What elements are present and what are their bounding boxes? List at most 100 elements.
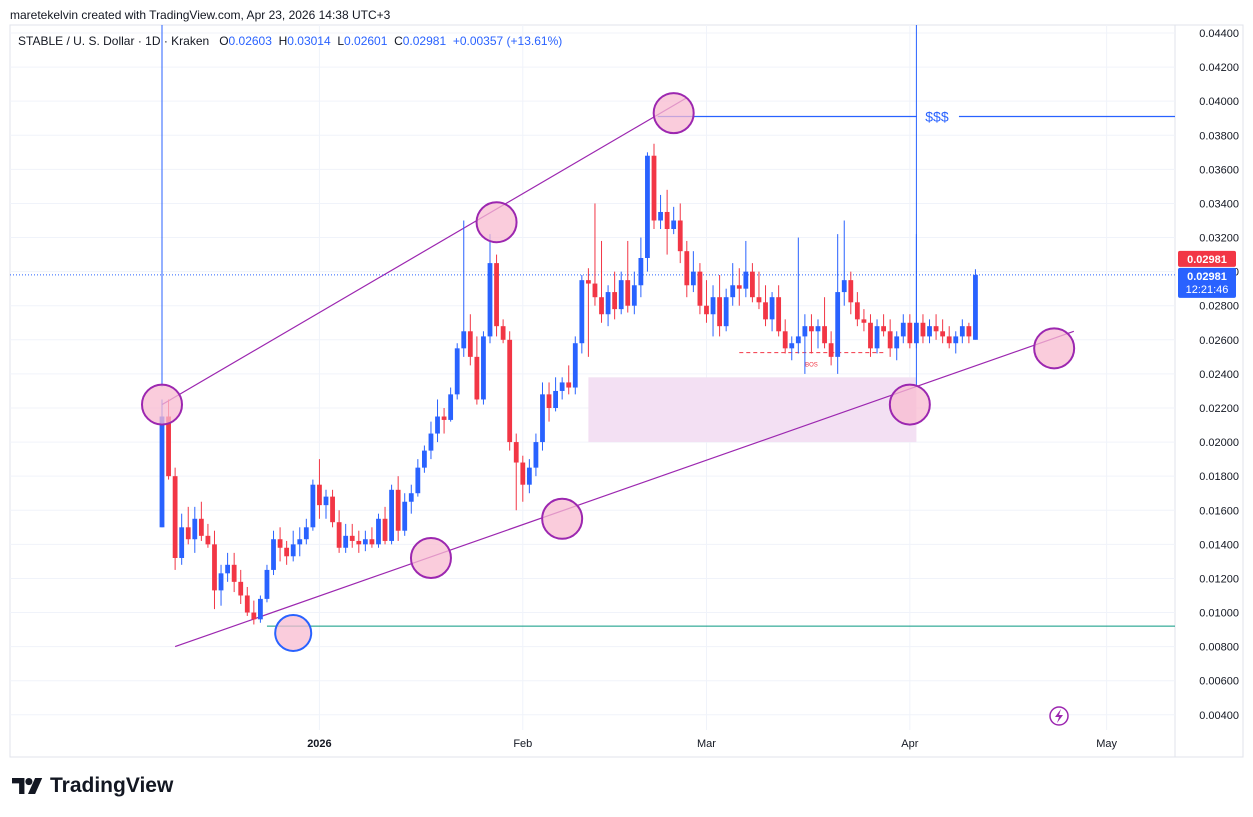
candle-body	[579, 280, 585, 344]
candle	[395, 476, 401, 541]
liquidity-label: $$$	[925, 109, 949, 125]
candle-body	[362, 539, 368, 545]
price-tick-label: 0.03600	[1199, 164, 1239, 176]
price-tick-label: 0.02800	[1199, 301, 1239, 313]
candle-body	[690, 271, 696, 286]
tradingview-logo[interactable]: TradingView	[12, 774, 173, 798]
candle-body	[166, 416, 171, 477]
alert-flash-icon-bolt	[1055, 709, 1063, 723]
price-tick-label: 0.02200	[1199, 403, 1239, 415]
candle	[500, 319, 506, 344]
candle	[277, 527, 283, 562]
candle-body	[959, 326, 965, 337]
candle	[415, 459, 421, 497]
price-tick-label: 0.02400	[1199, 369, 1239, 381]
candle-body	[251, 612, 257, 620]
channel-lower-line	[174, 330, 1075, 648]
candle-body	[467, 331, 473, 357]
candle	[815, 319, 821, 349]
candle-body	[540, 394, 545, 443]
candle-body	[500, 326, 506, 340]
candle-body	[317, 484, 322, 506]
candle-body	[664, 211, 670, 230]
alert-flash-icon[interactable]	[1049, 706, 1069, 726]
candle	[540, 382, 545, 451]
candle	[625, 240, 631, 313]
candle-body	[356, 540, 362, 545]
candle	[271, 530, 276, 576]
candle-body	[218, 573, 224, 591]
candle	[572, 336, 578, 395]
candle-body	[802, 326, 808, 337]
candle	[225, 552, 230, 582]
candle-body	[507, 339, 513, 443]
time-tick-label: May	[1096, 738, 1117, 750]
price-tick-label: 0.01800	[1199, 471, 1239, 483]
candle-body	[238, 581, 244, 596]
candle-body	[336, 522, 342, 548]
price-tick-label: 0.03800	[1199, 130, 1239, 142]
candle-body	[776, 297, 782, 332]
candle	[946, 326, 952, 349]
legend-low-label: L	[337, 34, 345, 48]
candle	[835, 234, 841, 374]
candle	[677, 203, 683, 264]
candle	[684, 240, 690, 298]
candle-body	[382, 518, 388, 541]
candle-body	[730, 285, 736, 298]
candle-body	[533, 442, 539, 468]
candle	[618, 271, 624, 315]
candle-body	[881, 326, 886, 332]
candle-body	[677, 220, 683, 252]
price-tick-label: 0.02600	[1199, 335, 1239, 347]
candle	[290, 530, 296, 562]
candle-body	[920, 322, 926, 337]
candle-body	[395, 489, 401, 531]
candle	[822, 297, 827, 349]
legend-open-value: 0.02603	[228, 34, 272, 48]
candle	[645, 152, 650, 272]
channel-upper-line	[161, 97, 688, 406]
price-tick-label: 0.01600	[1199, 505, 1239, 517]
candle	[743, 240, 749, 298]
touch-point-circle	[409, 536, 452, 579]
candle	[343, 523, 349, 553]
candle-body	[369, 539, 375, 545]
candle-body	[461, 331, 467, 349]
candle-body	[258, 598, 263, 620]
candle-body	[953, 336, 959, 344]
price-tick-label: 0.01000	[1199, 608, 1239, 620]
candle	[231, 552, 237, 593]
touch-point-circle	[274, 613, 313, 652]
candle-body	[717, 297, 722, 327]
candle	[723, 288, 729, 332]
candle-body	[874, 326, 880, 349]
candle	[750, 263, 755, 303]
candle-body	[159, 416, 165, 528]
candle	[264, 564, 270, 603]
candle-body	[415, 467, 421, 494]
candle-body	[966, 326, 972, 337]
candle	[612, 271, 618, 320]
candle	[546, 382, 552, 422]
candle-body	[605, 292, 611, 315]
candle-body	[736, 285, 742, 289]
legend-low-value: 0.02601	[344, 34, 388, 48]
candle	[251, 600, 257, 625]
time-tick-label: Mar	[697, 738, 716, 750]
candle-body	[454, 348, 460, 395]
candle-body	[658, 211, 663, 221]
legend-high-value: 0.03014	[287, 34, 331, 48]
demand-zone	[588, 377, 917, 443]
candle	[303, 518, 309, 545]
candle-body	[526, 467, 532, 485]
candle	[802, 314, 808, 374]
candle	[907, 314, 913, 349]
candle-body	[887, 331, 893, 349]
candle	[402, 493, 408, 536]
candle-body	[782, 331, 788, 349]
candle	[258, 595, 263, 623]
price-tick-label: 0.00800	[1199, 642, 1239, 654]
candle	[789, 336, 795, 361]
